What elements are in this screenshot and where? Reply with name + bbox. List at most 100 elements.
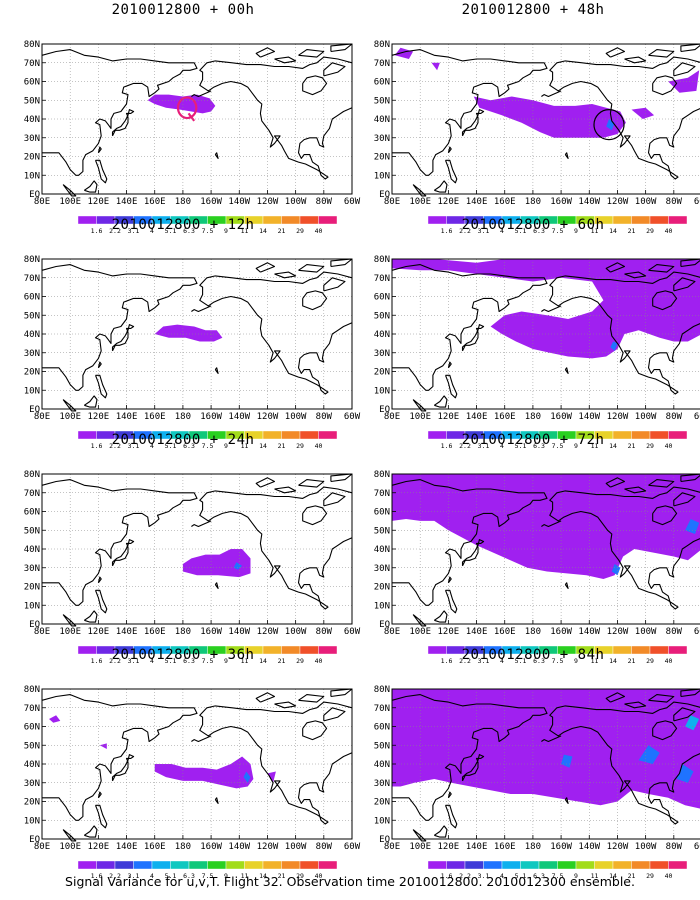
colorbar-swatch xyxy=(538,860,558,870)
map-panel: 2010012800 + 48h 80N 70N 60N 50N 40N 30N 20N 10N… xyxy=(350,0,700,235)
variance-region xyxy=(147,94,216,114)
lon-label: 180 xyxy=(525,627,541,637)
coastline xyxy=(330,688,353,698)
lat-label: 70N xyxy=(24,704,40,714)
panel-title: 2010012800 + 00h xyxy=(111,2,255,18)
lat-label: 50N xyxy=(374,741,390,751)
lon-label: 80E xyxy=(34,627,50,637)
coastline xyxy=(274,486,297,494)
colorbar-label: 11 xyxy=(591,657,599,665)
colorbar-label: 14 xyxy=(609,442,617,450)
variance-region xyxy=(473,96,626,138)
coastline xyxy=(302,75,328,96)
colorbar-label: 6.3 xyxy=(533,872,545,880)
lat-label: 60N xyxy=(24,293,40,303)
lon-label: 120E xyxy=(88,412,110,422)
lon-label: 120E xyxy=(88,627,110,637)
lon-label: 160W xyxy=(200,412,222,422)
colorbar-label: 14 xyxy=(259,657,267,665)
lat-label: 30N xyxy=(374,564,390,574)
coastline xyxy=(624,56,647,64)
coastline xyxy=(461,539,485,567)
colorbar-swatch xyxy=(281,860,301,870)
lat-label: 70N xyxy=(374,274,390,284)
colorbar-label: 4 xyxy=(150,227,154,235)
coastline xyxy=(323,707,346,722)
lon-label: 160E xyxy=(144,842,166,852)
lat-label: EQ xyxy=(29,835,40,845)
coastline xyxy=(564,797,569,804)
lat-label: 40N xyxy=(374,330,390,340)
lon-label: 120E xyxy=(438,842,460,852)
map-panel: 2010012800 + 36h 80N 70N 60N 50N 40N 30N 20N 10N… xyxy=(0,645,361,880)
lon-label: 80E xyxy=(384,412,400,422)
colorbar-label: 1.6 xyxy=(91,442,103,450)
coastline xyxy=(214,797,219,804)
colorbar-label: 4 xyxy=(500,657,504,665)
lon-label: 160E xyxy=(144,197,166,207)
map-panel: 2010012800 + 84h 80N 70N 60N 50N 40N 30N 20N 10N… xyxy=(350,645,700,880)
coastline xyxy=(541,305,562,313)
variance-region xyxy=(49,715,61,723)
colorbar: 1.6 2.2 3.1 4 5.1 6.3 7.5 9 11 14 21 29 40 xyxy=(77,645,338,665)
lat-label: 50N xyxy=(24,526,40,536)
coastline xyxy=(447,576,452,584)
lat-label: 70N xyxy=(24,59,40,69)
coastline xyxy=(624,701,647,709)
colorbar-label: 3.1 xyxy=(478,442,490,450)
lon-label: 100W xyxy=(285,412,307,422)
colorbar-swatch xyxy=(501,860,521,870)
colorbar-label: 5.1 xyxy=(515,442,527,450)
colorbar-label: 29 xyxy=(646,657,654,665)
colorbar-label: 11 xyxy=(241,657,249,665)
colorbar-label: 14 xyxy=(259,872,267,880)
coastline xyxy=(564,152,569,159)
colorbar-swatch xyxy=(668,215,688,225)
coastline xyxy=(433,395,448,408)
coastline xyxy=(191,305,212,313)
lon-label: 160W xyxy=(550,197,572,207)
lon-label: 140E xyxy=(116,412,138,422)
coastline xyxy=(652,505,678,526)
coastline xyxy=(323,62,346,77)
lon-label: 140E xyxy=(116,842,138,852)
coastline xyxy=(94,374,108,399)
colorbar-swatch xyxy=(318,430,338,440)
colorbar-swatch xyxy=(483,860,503,870)
variance-region xyxy=(392,474,700,579)
colorbar-label: 7.5 xyxy=(552,872,564,880)
coastline xyxy=(652,75,678,96)
lat-label: 40N xyxy=(24,115,40,125)
variance-region xyxy=(610,341,618,351)
lat-label: 60N xyxy=(24,723,40,733)
lon-label: 80W xyxy=(316,627,333,637)
colorbar: 1.6 2.2 3.1 4 5.1 6.3 7.5 9 11 14 21 29 40 xyxy=(427,860,688,880)
colorbar-swatch xyxy=(318,860,338,870)
lat-label: 10N xyxy=(24,601,40,611)
lon-label: 140W xyxy=(228,412,250,422)
colorbar-label: 4 xyxy=(150,872,154,880)
colorbar-label: 4 xyxy=(500,227,504,235)
lon-label: 160E xyxy=(494,412,516,422)
lat-label: EQ xyxy=(29,620,40,630)
highlight-circle xyxy=(593,109,625,141)
lat-label: 20N xyxy=(374,798,390,808)
variance-region xyxy=(631,107,655,119)
colorbar-label: 40 xyxy=(315,442,323,450)
coastline xyxy=(330,473,353,483)
lat-label: EQ xyxy=(379,405,390,415)
coastline xyxy=(199,56,353,180)
colorbar-label: 9 xyxy=(574,442,578,450)
coastline xyxy=(412,829,427,842)
colorbar-swatch xyxy=(446,860,466,870)
coastline xyxy=(302,505,328,526)
coastline xyxy=(673,62,696,77)
colorbar-label: 6.3 xyxy=(183,872,195,880)
coastline xyxy=(191,735,212,743)
lat-label: 20N xyxy=(374,153,390,163)
coastline xyxy=(83,395,98,408)
variance-region xyxy=(267,771,276,783)
coastline xyxy=(97,791,102,799)
lat-label: 60N xyxy=(24,508,40,518)
